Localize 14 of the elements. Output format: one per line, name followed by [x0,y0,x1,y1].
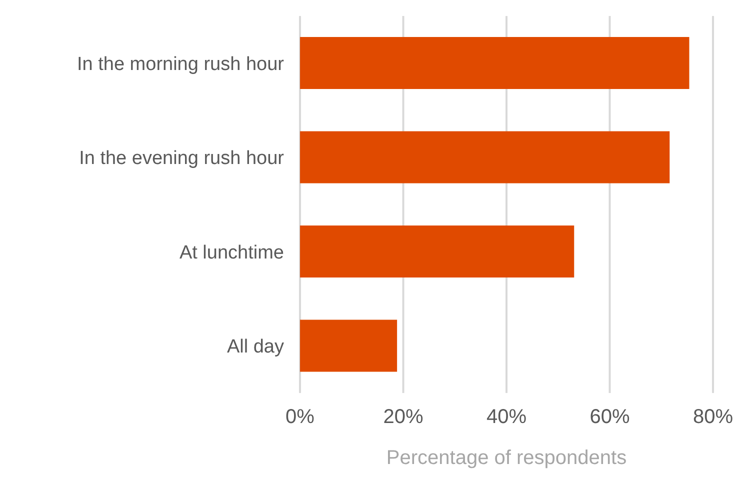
y-tick-label: At lunchtime [179,242,284,264]
x-tick-label: 80% [692,406,734,428]
x-tick-label: 60% [590,406,630,428]
x-tick-label: 40% [486,406,527,428]
y-tick-label: In the evening rush hour [79,148,285,170]
bar [300,226,574,278]
bar [300,37,690,89]
x-tick-label: 0% [286,406,315,428]
x-tick-label: 20% [383,406,424,428]
y-tick-label: In the morning rush hour [76,54,285,75]
y-tick-label: All day [226,336,284,358]
bar [300,320,398,372]
bar [300,131,670,184]
x-axis-title: Percentage of respondents [386,447,627,469]
